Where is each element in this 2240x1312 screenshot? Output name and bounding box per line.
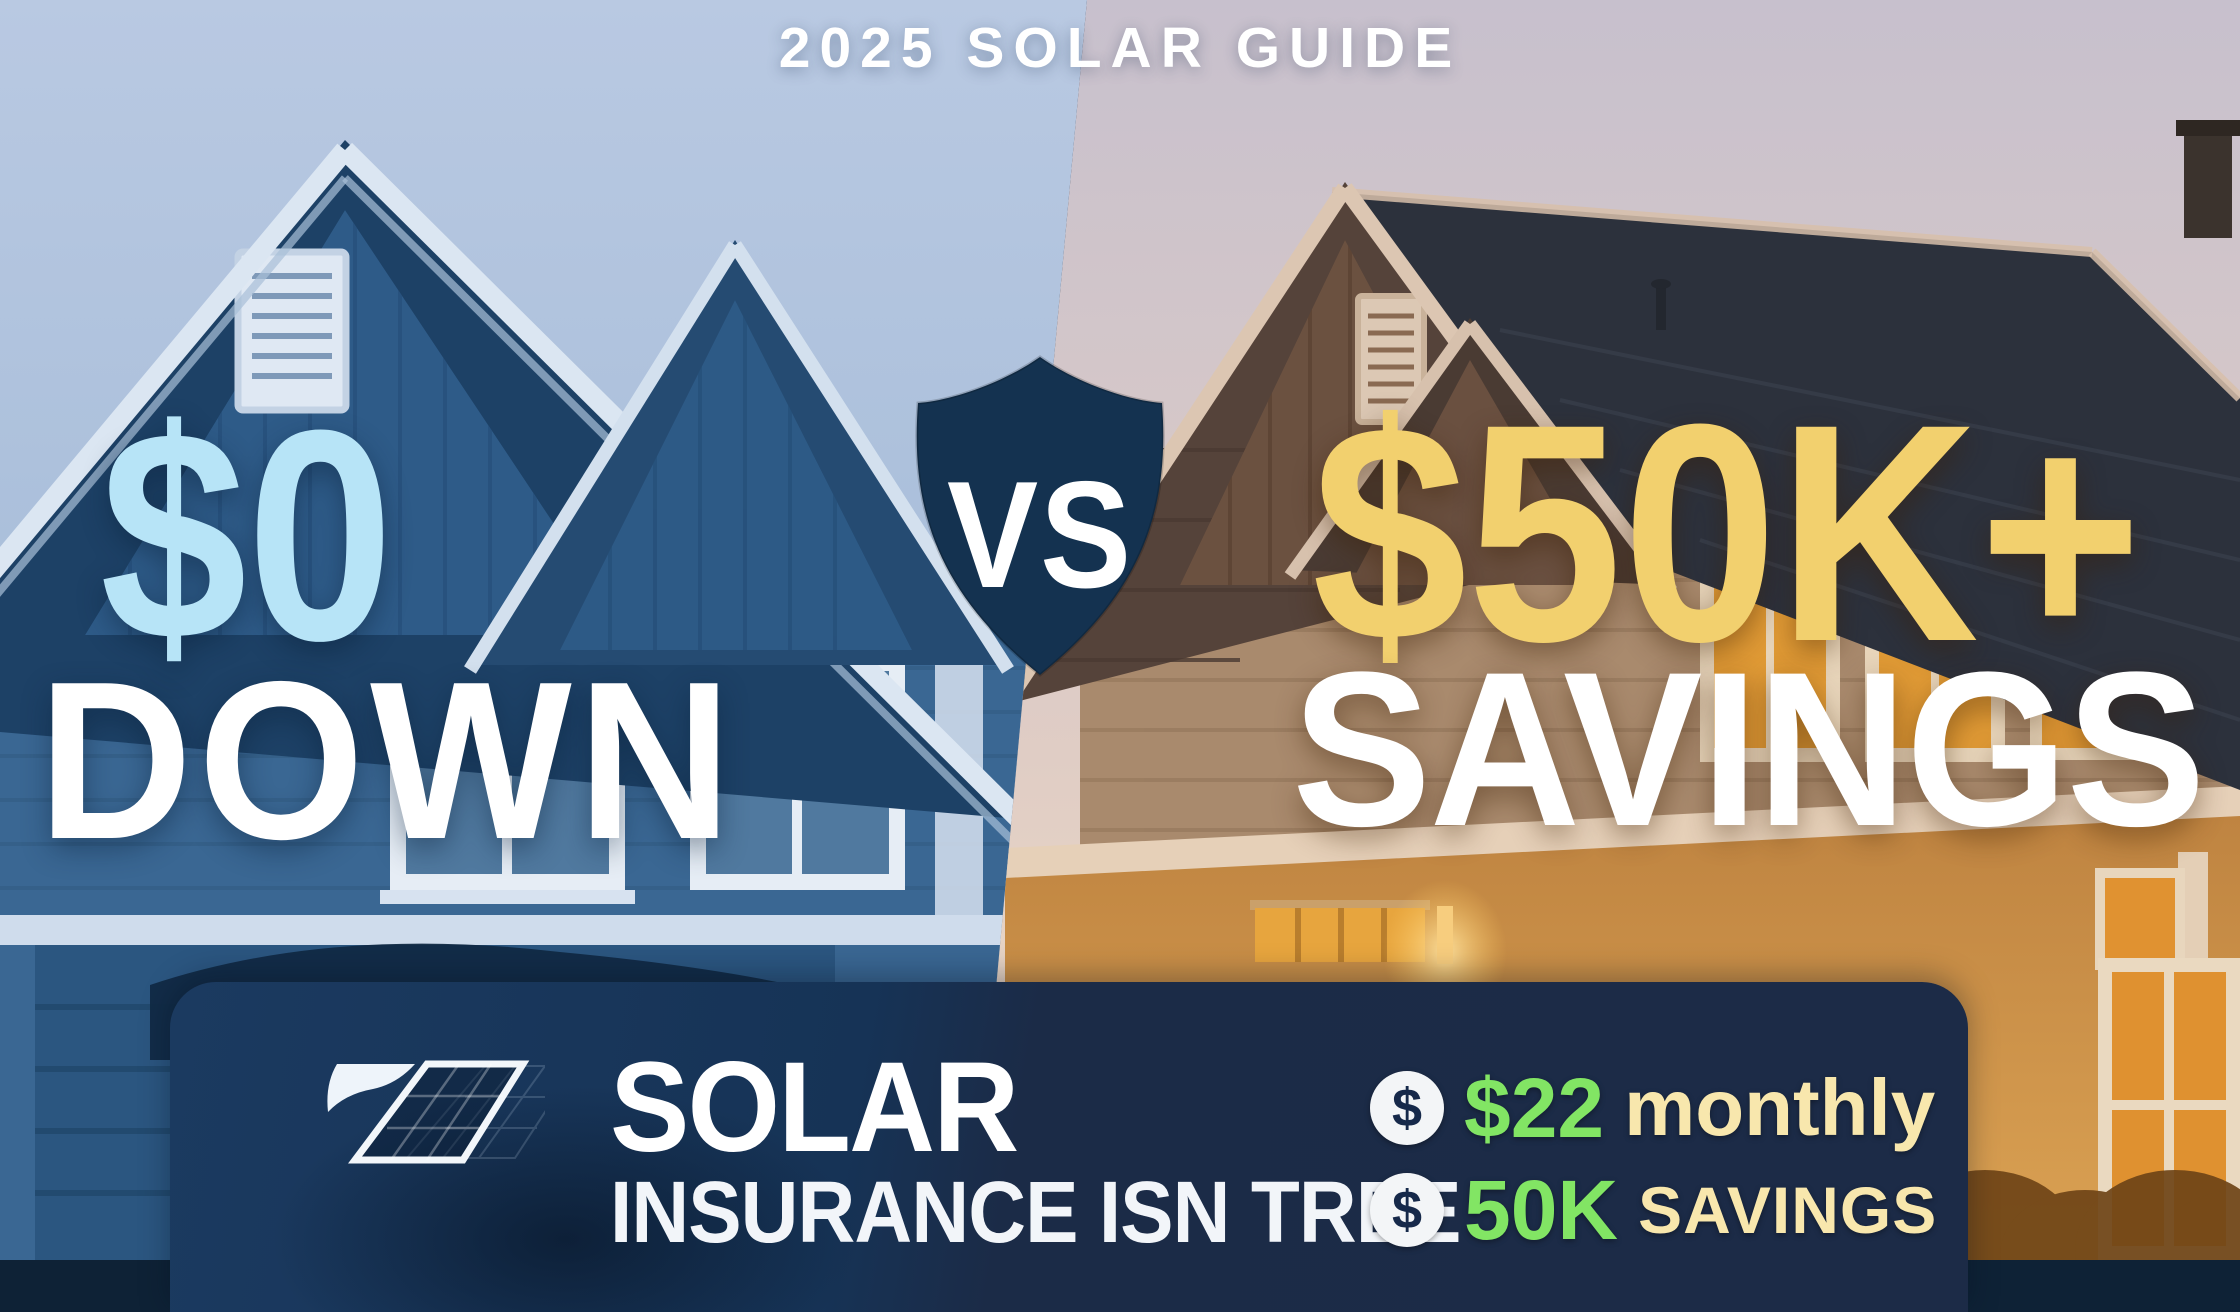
left-label: DOWN: [38, 634, 738, 886]
stat-label-monthly: monthly: [1624, 1063, 1936, 1152]
right-house-scene: [971, 0, 2240, 1260]
page-title: 2025 SOLAR GUIDE: [778, 16, 1462, 80]
stat-label-savings: SAVINGS: [1638, 1173, 1938, 1247]
left-amount: $0: [100, 367, 394, 703]
bottom-banner: SOLAR INSURANCE ISN TREE $ $22 monthly $…: [170, 982, 1968, 1312]
stat-value-monthly: $22: [1464, 1061, 1605, 1155]
solar-panel-icon: [327, 1060, 545, 1164]
left-gable-vent: [234, 248, 350, 414]
shield-icon: [915, 355, 1165, 677]
stat-value-savings: 50K: [1464, 1163, 1619, 1257]
dollar-circle-icon: $: [1370, 1173, 1444, 1247]
right-label: SAVINGS: [1292, 626, 2206, 872]
banner-subheading: INSURANCE ISN TREE: [610, 1164, 1462, 1261]
right-house-art: [971, 0, 2240, 1260]
versus-label: VS: [946, 450, 1134, 620]
right-amount: $50K+: [1312, 359, 2142, 706]
stat-row-savings: $ 50K SAVINGS: [1370, 1168, 1938, 1252]
dollar-circle-icon: $: [1370, 1071, 1444, 1145]
banner-heading: SOLAR: [610, 1036, 1019, 1179]
stat-row-monthly: $ $22 monthly: [1370, 1063, 1937, 1152]
banner-stats: $ $22 monthly $ 50K SAVINGS: [1370, 1063, 1938, 1252]
right-gable-vent: [1355, 293, 1427, 425]
